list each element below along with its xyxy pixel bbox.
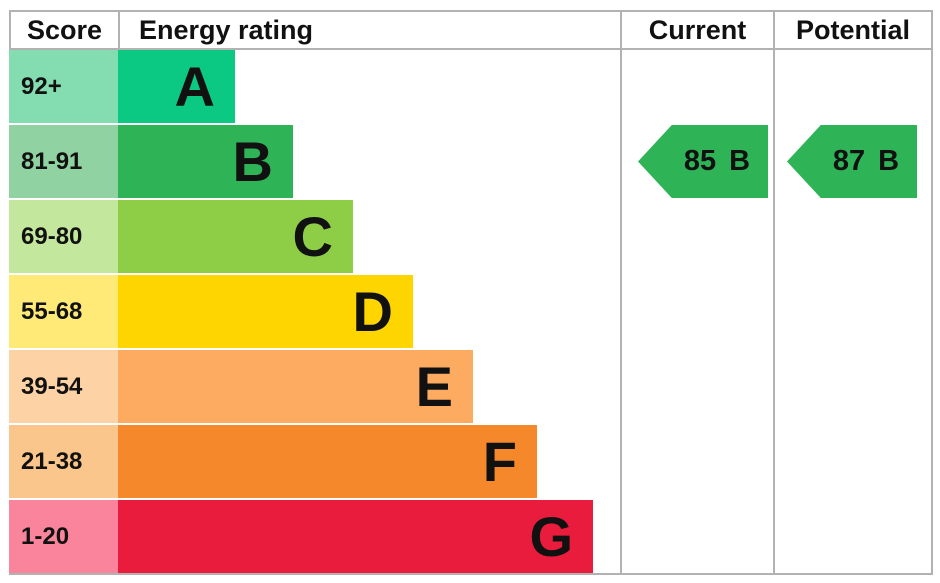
potential-rating-arrow: 87 B <box>787 125 917 198</box>
rating-bands: 92+ A 81-91 B 69-80 C 55-68 D 39-54 E 21… <box>9 50 622 575</box>
rating-bar: B <box>118 125 293 198</box>
table-bottom-border <box>9 573 933 575</box>
rating-bar: D <box>118 275 413 348</box>
table-top-border <box>9 10 933 12</box>
current-score-value: 85 <box>683 145 717 177</box>
score-cell: 69-80 <box>9 200 118 273</box>
rating-bar: F <box>118 425 537 498</box>
score-cell: 81-91 <box>9 125 118 198</box>
rating-band-e: 39-54 E <box>9 350 622 423</box>
score-column-header: Score <box>26 14 103 45</box>
rating-bar: G <box>118 500 593 573</box>
table-right-border <box>931 10 933 575</box>
current-rating-arrow: 85 B <box>638 125 768 198</box>
header-bottom-border <box>9 48 933 50</box>
rating-band-f: 21-38 F <box>9 425 622 498</box>
potential-rating-letter: B <box>878 145 900 177</box>
current-column-header: Current <box>648 14 747 45</box>
score-cell: 1-20 <box>9 500 118 573</box>
score-cell: 92+ <box>9 50 118 123</box>
epc-rating-chart: Score Energy rating Current Potential 92… <box>9 10 933 576</box>
potential-column-header: Potential <box>795 14 910 45</box>
rating-band-d: 55-68 D <box>9 275 622 348</box>
potential-score-value: 87 <box>832 145 866 177</box>
rating-band-c: 69-80 C <box>9 200 622 273</box>
energy-current-divider <box>620 10 622 575</box>
score-cell: 55-68 <box>9 275 118 348</box>
rating-band-b: 81-91 B <box>9 125 622 198</box>
rating-bar: E <box>118 350 473 423</box>
score-column-divider <box>118 10 120 50</box>
score-cell: 39-54 <box>9 350 118 423</box>
current-potential-divider <box>773 10 775 575</box>
energy-rating-column-header: Energy rating <box>139 14 314 45</box>
score-cell: 21-38 <box>9 425 118 498</box>
header-left-border <box>9 10 11 50</box>
rating-band-a: 92+ A <box>9 50 622 123</box>
rating-bar: C <box>118 200 353 273</box>
current-rating-letter: B <box>729 145 751 177</box>
rating-bar: A <box>118 50 235 123</box>
rating-band-g: 1-20 G <box>9 500 622 573</box>
